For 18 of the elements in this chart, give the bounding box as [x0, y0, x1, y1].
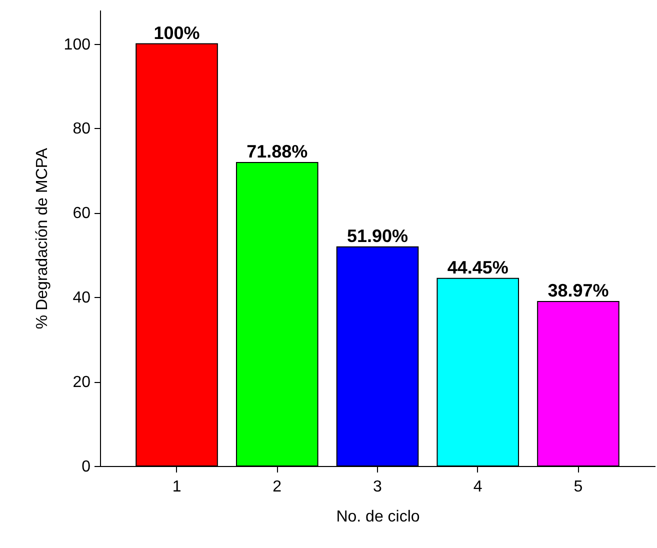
data-label: 100%	[154, 22, 200, 43]
data-label: 38.97%	[548, 280, 609, 300]
x-axis-title: No. de ciclo	[336, 508, 420, 526]
data-label: 71.88%	[246, 142, 308, 162]
y-tick-label: 40	[72, 290, 91, 307]
x-tick-label: 2	[272, 478, 282, 496]
y-tick-label: 0	[82, 458, 91, 476]
y-axis-title: % Degradación de MCPA	[34, 148, 51, 330]
data-label: 44.45%	[447, 257, 508, 278]
y-tick-label: 100	[64, 36, 91, 54]
y-tick-label: 80	[72, 120, 91, 138]
x-tick-label: 3	[373, 478, 382, 496]
y-tick-label: 60	[72, 205, 91, 222]
data-label: 51.90%	[346, 226, 408, 246]
x-tick-label: 5	[574, 478, 583, 496]
x-tick-label: 1	[172, 478, 182, 496]
y-tick-label: 20	[72, 374, 91, 392]
x-tick-label: 4	[473, 478, 482, 496]
